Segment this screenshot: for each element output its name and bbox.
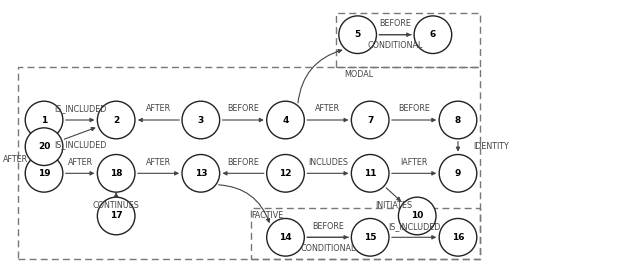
Text: 11: 11 <box>364 169 376 178</box>
Ellipse shape <box>351 101 389 139</box>
FancyArrowPatch shape <box>42 157 45 162</box>
Text: 6: 6 <box>430 30 436 39</box>
Ellipse shape <box>25 128 63 165</box>
FancyArrowPatch shape <box>386 188 400 201</box>
Ellipse shape <box>351 154 389 192</box>
Ellipse shape <box>351 218 389 256</box>
Text: 14: 14 <box>279 233 292 242</box>
FancyArrowPatch shape <box>64 128 95 139</box>
Ellipse shape <box>267 101 305 139</box>
FancyArrowPatch shape <box>307 236 348 239</box>
Text: AFTER: AFTER <box>316 104 340 113</box>
Text: IDENTITY: IDENTITY <box>474 142 509 151</box>
FancyArrowPatch shape <box>219 185 269 222</box>
Ellipse shape <box>97 101 135 139</box>
FancyArrowPatch shape <box>392 236 435 239</box>
Ellipse shape <box>25 154 63 192</box>
Text: BEFORE: BEFORE <box>227 104 259 113</box>
Ellipse shape <box>339 16 376 54</box>
FancyArrowPatch shape <box>138 172 178 175</box>
Ellipse shape <box>414 16 452 54</box>
Text: BEFORE: BEFORE <box>227 158 259 167</box>
FancyArrowPatch shape <box>307 172 348 175</box>
Text: 8: 8 <box>455 116 461 125</box>
Ellipse shape <box>97 197 135 235</box>
Text: 9: 9 <box>455 169 461 178</box>
Ellipse shape <box>25 101 63 139</box>
Text: AFTER: AFTER <box>68 158 93 167</box>
FancyArrowPatch shape <box>223 118 262 122</box>
Text: CONDITIONAL: CONDITIONAL <box>367 41 423 50</box>
Text: 10: 10 <box>411 211 424 221</box>
FancyArrowPatch shape <box>380 33 410 36</box>
Text: 18: 18 <box>110 169 122 178</box>
Text: CONDITIONAL: CONDITIONAL <box>300 244 356 253</box>
Ellipse shape <box>97 154 135 192</box>
Text: INITIATES: INITIATES <box>375 201 412 210</box>
FancyArrowPatch shape <box>115 193 118 197</box>
Text: BEFORE: BEFORE <box>398 104 430 113</box>
Text: 1: 1 <box>41 116 47 125</box>
FancyArrowPatch shape <box>139 118 179 122</box>
Text: 17: 17 <box>110 211 122 221</box>
FancyArrowPatch shape <box>298 50 342 103</box>
Text: IS_INCLUDED: IS_INCLUDED <box>388 222 440 231</box>
FancyArrowPatch shape <box>392 172 435 175</box>
Text: 3: 3 <box>198 116 204 125</box>
Text: 16: 16 <box>452 233 464 242</box>
Text: 12: 12 <box>279 169 292 178</box>
Text: 13: 13 <box>195 169 207 178</box>
Text: MODAL: MODAL <box>344 70 373 79</box>
Text: AFTER: AFTER <box>146 158 171 167</box>
Text: FACTIVE: FACTIVE <box>251 211 283 220</box>
FancyArrowPatch shape <box>223 172 264 175</box>
Ellipse shape <box>267 154 305 192</box>
FancyArrowPatch shape <box>392 118 435 122</box>
Text: IS_INCLUDED: IS_INCLUDED <box>54 104 106 113</box>
Text: CONTINUES: CONTINUES <box>93 201 140 210</box>
Text: 7: 7 <box>367 116 373 125</box>
Ellipse shape <box>439 154 477 192</box>
FancyArrowPatch shape <box>66 172 93 175</box>
Ellipse shape <box>439 218 477 256</box>
Text: 4: 4 <box>282 116 289 125</box>
FancyArrowPatch shape <box>456 142 460 150</box>
Text: 20: 20 <box>38 142 50 151</box>
Text: BEFORE: BEFORE <box>380 19 412 28</box>
Ellipse shape <box>267 218 305 256</box>
Ellipse shape <box>398 197 436 235</box>
Ellipse shape <box>439 101 477 139</box>
Text: IAFTER: IAFTER <box>401 158 428 167</box>
Text: AFTER: AFTER <box>146 104 171 113</box>
FancyArrowPatch shape <box>66 118 93 122</box>
Text: 19: 19 <box>38 169 51 178</box>
FancyArrowPatch shape <box>307 118 348 122</box>
Ellipse shape <box>182 154 220 192</box>
Text: 15: 15 <box>364 233 376 242</box>
Text: BEFORE: BEFORE <box>312 222 344 231</box>
Text: AFTER: AFTER <box>3 156 28 165</box>
Text: 2: 2 <box>113 116 119 125</box>
Text: IS_INCLUDED: IS_INCLUDED <box>54 140 106 149</box>
Text: INCLUDES: INCLUDES <box>308 158 348 167</box>
Text: 5: 5 <box>355 30 361 39</box>
Ellipse shape <box>182 101 220 139</box>
